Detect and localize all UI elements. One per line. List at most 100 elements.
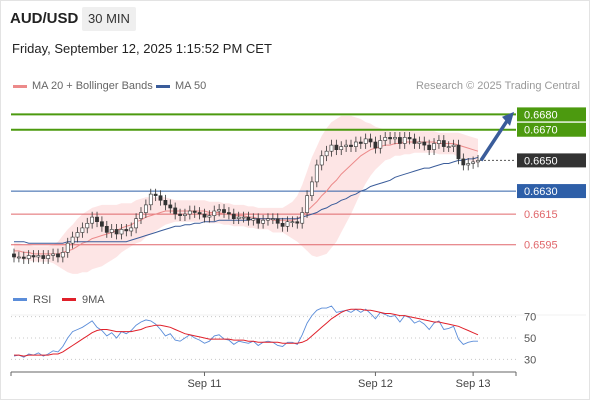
- candle-body: [358, 141, 363, 144]
- candle-body: [412, 138, 417, 144]
- candle-body: [41, 255, 46, 259]
- candle-body: [36, 255, 41, 258]
- candle-body: [383, 137, 388, 141]
- rsi-level-label-50: 50: [524, 333, 536, 345]
- candle-body: [114, 229, 119, 235]
- rsi-legend-swatch: [13, 298, 27, 301]
- candle-body: [212, 210, 217, 216]
- candle-body: [217, 209, 222, 212]
- rsi-ma-legend-label: 9MA: [82, 294, 105, 306]
- candle-body: [349, 144, 353, 147]
- candle-body: [109, 229, 114, 233]
- candle-body: [129, 227, 134, 232]
- candle-body: [441, 140, 446, 147]
- candle-body: [192, 210, 197, 213]
- candle-body: [21, 256, 26, 259]
- candle-body: [80, 227, 85, 233]
- candle-body: [70, 236, 75, 244]
- candle-body: [16, 256, 21, 259]
- candle-body: [378, 140, 383, 149]
- candle-body: [183, 213, 187, 216]
- candle-body: [466, 163, 471, 166]
- rsi-ma-legend-swatch: [62, 298, 76, 301]
- candle-body: [197, 212, 202, 215]
- rsi-ma-line: [14, 308, 479, 357]
- x-tick-label: Sep 11: [187, 378, 221, 390]
- level-tag-0.6615: 0.6615: [524, 209, 558, 221]
- candle-body: [31, 255, 36, 258]
- candle-body: [261, 219, 266, 224]
- forecast-arrow-head: [502, 111, 514, 126]
- candle-body: [51, 253, 56, 256]
- candle-body: [402, 137, 407, 144]
- candle-body: [393, 137, 397, 140]
- candle-body: [207, 215, 212, 218]
- candle-body: [134, 218, 139, 229]
- candle-body: [65, 242, 70, 253]
- x-tick-label: Sep 13: [456, 378, 491, 390]
- candle-body: [363, 138, 368, 144]
- candle-body: [256, 218, 261, 224]
- candle-body: [148, 193, 153, 206]
- candle-body: [285, 221, 290, 227]
- instrument-title: AUD/USD: [10, 10, 79, 27]
- candle-body: [422, 141, 427, 146]
- candle-body: [305, 195, 310, 213]
- level-tag-0.6595: 0.6595: [524, 240, 558, 252]
- candle-body: [163, 200, 168, 206]
- candle-body: [158, 195, 163, 201]
- rsi-level-label-30: 30: [524, 354, 536, 366]
- candle-body: [471, 161, 476, 164]
- candle-body: [46, 255, 51, 259]
- candle-body: [153, 193, 158, 196]
- candle-body: [75, 232, 80, 238]
- candle-body: [222, 209, 226, 213]
- candle-body: [432, 143, 436, 150]
- rsi-level-label-70: 70: [524, 312, 536, 324]
- ma20-legend-label: MA 20 + Bollinger Bands: [32, 80, 153, 92]
- forecast-arrow-shaft: [479, 119, 509, 162]
- candle-body: [407, 137, 412, 140]
- candle-body: [202, 213, 207, 218]
- candle-body: [124, 229, 129, 232]
- candle-body: [100, 221, 104, 227]
- candle-body: [329, 144, 334, 152]
- level-tag-0.6680: 0.6680: [524, 109, 558, 121]
- candle-body: [290, 221, 295, 223]
- x-tick-label: Sep 12: [358, 378, 393, 390]
- candle-body: [368, 138, 373, 143]
- candle-body: [187, 210, 192, 215]
- level-tag-bg-0.6630: [517, 184, 586, 199]
- level-tag-bg-0.6650: [517, 153, 586, 168]
- candle-body: [178, 213, 183, 216]
- candle-body: [344, 144, 349, 147]
- candle-body: [334, 144, 339, 151]
- timeframe-badge[interactable]: 30 MIN: [82, 7, 136, 31]
- ma50-legend-swatch: [156, 85, 170, 88]
- candle-body: [436, 140, 441, 144]
- chart-header: AUD/USD 30 MIN: [0, 0, 590, 36]
- candle-body: [231, 213, 236, 220]
- candle-body: [275, 218, 280, 224]
- candle-body: [427, 144, 432, 151]
- candle-body: [451, 144, 456, 147]
- candle-body: [144, 204, 148, 213]
- level-tag-bg-0.6670: [517, 122, 586, 137]
- candle-body: [139, 212, 143, 219]
- candle-body: [324, 150, 329, 157]
- level-tag-bg-0.6680: [517, 107, 586, 122]
- candle-body: [319, 155, 324, 166]
- level-tag-0.6630: 0.6630: [524, 186, 558, 198]
- candle-body: [388, 137, 393, 140]
- candle-body: [227, 212, 231, 215]
- credit-label: Research © 2025 Trading Central: [415, 80, 580, 92]
- candle-body: [417, 141, 422, 144]
- candle-body: [373, 141, 378, 149]
- level-tag-0.6650: 0.6650: [524, 155, 558, 167]
- candle-body: [95, 216, 99, 223]
- candle-body: [85, 223, 90, 229]
- rsi-legend-label: RSI: [33, 294, 52, 306]
- candle-body: [461, 158, 466, 166]
- candle-body: [309, 181, 314, 196]
